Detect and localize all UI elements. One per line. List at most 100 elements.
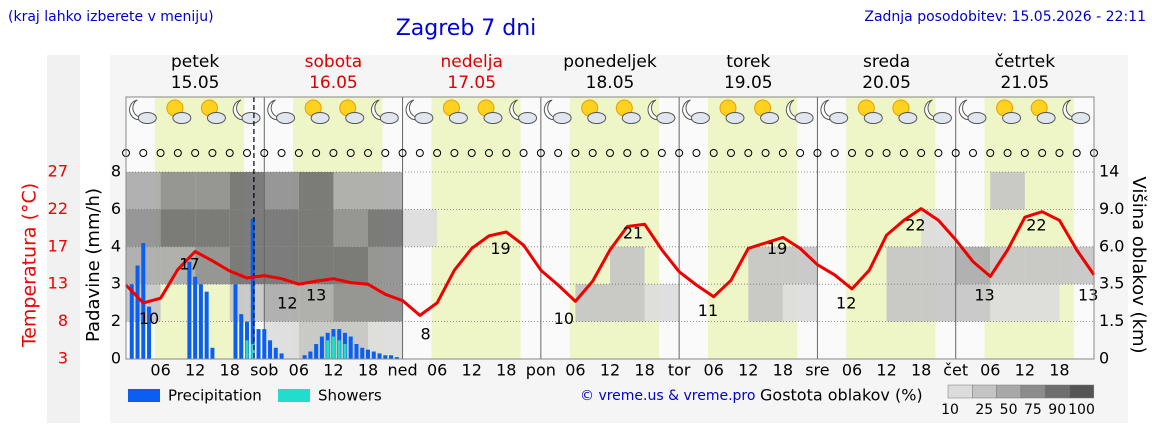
daylight	[431, 97, 521, 359]
cloud-icon	[172, 112, 192, 124]
cloud-cell	[126, 172, 161, 210]
legend-label: Precipitation	[168, 387, 262, 405]
cloud-icon	[1002, 112, 1022, 124]
precip-bar	[198, 284, 203, 359]
y-tick-label: 3	[111, 274, 121, 293]
day-date: 18.05	[586, 73, 635, 93]
wind-marker	[588, 149, 597, 157]
temperature-tick-label: 8	[58, 311, 68, 330]
temperature-label: 19	[490, 239, 510, 258]
cloud-cell	[160, 209, 196, 247]
cloud-cell	[955, 284, 991, 322]
cloud-cell	[921, 209, 956, 247]
precip-bar	[262, 329, 267, 359]
wind-marker	[969, 149, 977, 157]
cloud-cell	[264, 209, 299, 247]
precip-bar	[360, 347, 365, 359]
x-tick-label: 12	[323, 361, 343, 380]
temperature-label: 10	[139, 309, 159, 328]
cloud-cell	[610, 284, 645, 322]
cloud-cell	[886, 246, 922, 285]
cloud-icon	[310, 112, 330, 124]
wind-marker	[381, 149, 390, 157]
cloud-cell	[368, 284, 403, 322]
x-tick-label: sre	[805, 361, 829, 380]
precip-bar	[343, 344, 347, 359]
wind-marker	[1072, 149, 1081, 157]
temperature-tick-label: 13	[48, 274, 68, 293]
precip-bar	[302, 355, 307, 359]
cloud-icon	[414, 112, 434, 124]
cloud-icon	[898, 112, 918, 124]
wind-marker	[536, 149, 545, 157]
x-tick-label: 12	[462, 361, 482, 380]
y-tick-label: 0	[111, 349, 121, 368]
cloud-cell	[160, 172, 196, 210]
x-tick-label: 06	[289, 361, 309, 380]
x-tick-label: sob	[250, 361, 278, 380]
y2-tick-label: 9.0	[1099, 199, 1124, 218]
precip-bar	[371, 351, 376, 359]
day-date: 16.05	[309, 73, 358, 93]
wind-marker	[727, 149, 735, 157]
wind-marker	[917, 149, 926, 157]
day-name: petek	[171, 52, 219, 72]
wind-marker	[173, 149, 182, 157]
day-name: sreda	[863, 52, 910, 72]
x-tick-label: 06	[980, 361, 1000, 380]
x-tick-label: 06	[704, 361, 724, 380]
x-tick-label: 18	[634, 361, 654, 380]
cloud-cell	[990, 284, 1025, 322]
temperature-label: 13	[306, 286, 326, 305]
temperature-label: 12	[836, 293, 856, 312]
wind-marker	[346, 149, 355, 157]
x-tick-label: 12	[600, 361, 620, 380]
wind-marker	[329, 149, 338, 157]
precip-bar	[193, 276, 198, 359]
wind-marker	[260, 149, 269, 157]
cloud-cell	[955, 246, 991, 285]
x-tick-label: 18	[496, 361, 516, 380]
cloud-icon	[656, 112, 676, 124]
cloud-legend-swatch	[947, 384, 973, 399]
precip-bar	[366, 349, 370, 359]
cloud-cell	[990, 172, 1025, 210]
cloud-cell	[195, 172, 230, 210]
cloud-legend-label: 25	[975, 402, 993, 418]
cloud-icon	[552, 112, 572, 124]
cloud-icon	[1071, 112, 1091, 124]
cloud-cell	[126, 209, 161, 247]
wind-marker	[848, 149, 856, 157]
y-tick-label: 4	[111, 236, 121, 255]
cloud-cell	[886, 284, 922, 322]
precip-bar	[331, 336, 335, 359]
temperature-label: 13	[1078, 286, 1098, 305]
x-tick-label: 12	[185, 361, 205, 380]
x-tick-label: 06	[150, 361, 170, 380]
y2-tick-label: 6.0	[1099, 236, 1124, 255]
wind-marker	[1038, 149, 1047, 157]
precip-bar	[326, 340, 330, 359]
legend-swatch	[278, 389, 310, 402]
cloud-legend-label: 75	[1024, 402, 1042, 418]
cloud-cell	[298, 209, 334, 247]
x-tick-label: čet	[943, 361, 968, 380]
wind-marker	[294, 149, 303, 157]
cloud-icon	[932, 112, 952, 124]
precip-bar	[239, 314, 244, 359]
wind-marker	[692, 149, 701, 157]
day-name: četrtek	[995, 52, 1056, 72]
cloud-cell	[1024, 284, 1060, 322]
temperature-tick-label: 22	[48, 199, 68, 218]
wind-marker	[640, 149, 649, 157]
cloud-cell	[298, 246, 334, 285]
wind-marker	[415, 149, 424, 157]
temperature-tick-label: 17	[48, 236, 68, 255]
cloud-icon	[483, 112, 503, 124]
cloud-legend-label: 10	[941, 402, 959, 418]
cloud-cell	[368, 172, 403, 210]
wind-marker	[709, 149, 718, 157]
wind-marker	[623, 149, 632, 157]
precip-bar	[256, 329, 261, 359]
cloud-icon	[725, 112, 745, 124]
